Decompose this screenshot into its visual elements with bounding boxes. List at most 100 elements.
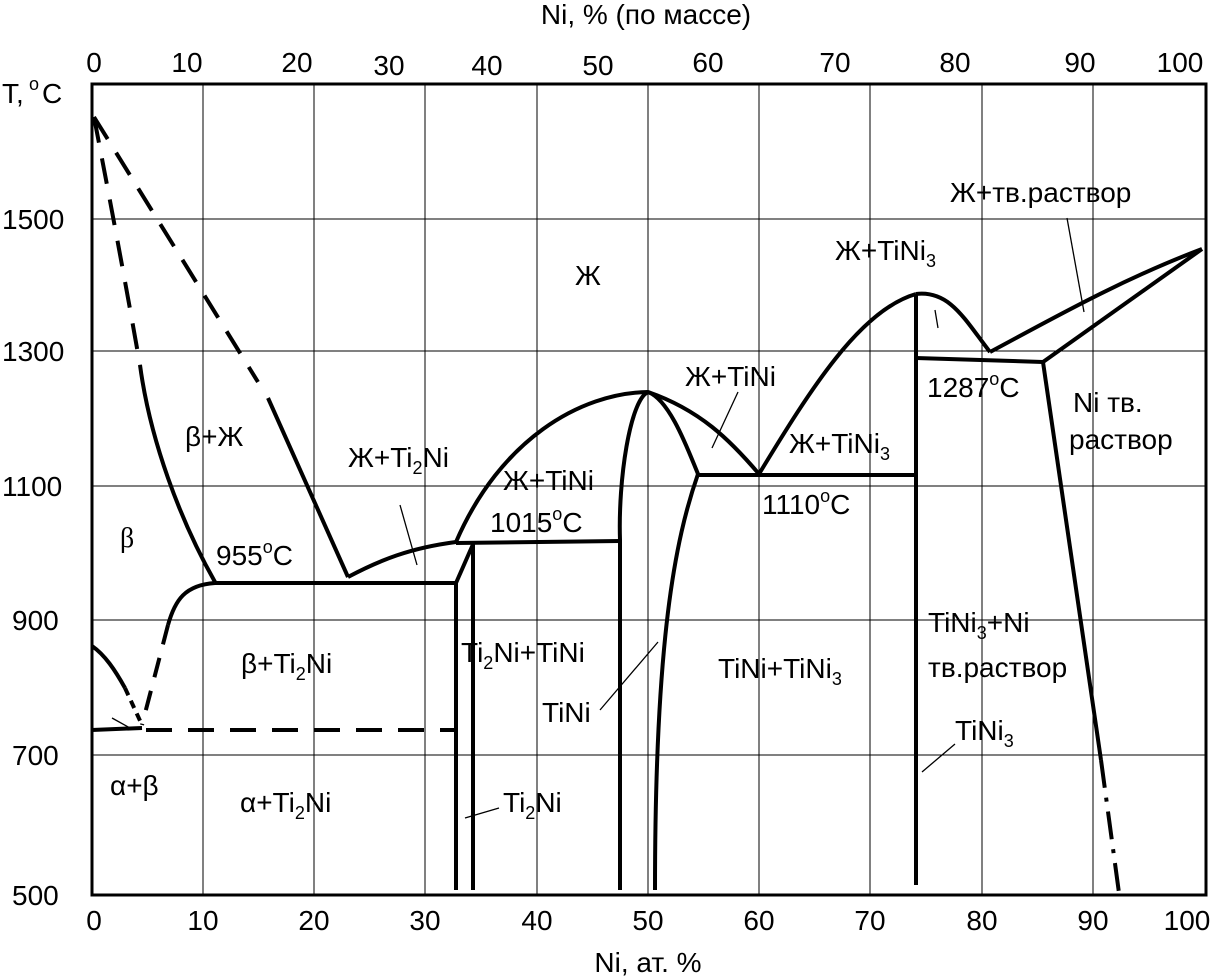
peritectic-1015: [455, 539, 621, 545]
top-tick-10: 10: [171, 47, 202, 78]
region-alpha-ti2ni-sub: 2: [295, 803, 305, 823]
region-liq-tini3-lower: Ж+TiNi3: [789, 428, 890, 464]
region-tini3-ni-line1-a: TiNi: [928, 607, 977, 638]
tini-right-solidus-upper: [647, 390, 700, 475]
temp-955-deg: o: [263, 537, 273, 557]
phase-boundaries: [90, 115, 1204, 894]
top-tick-40: 40: [471, 50, 502, 81]
solvus-ni-solid: [1041, 361, 1103, 761]
bottom-tick-0: 0: [86, 905, 102, 936]
region-ti2ni-label-b: Ni: [535, 787, 561, 818]
axis-top-title: Ni, % (по массе): [541, 0, 751, 30]
bottom-tick-20: 20: [298, 905, 329, 936]
region-alpha-ti2ni-a: α+Ti: [240, 787, 295, 818]
leader-tini: [599, 641, 659, 711]
region-tini3-label-sub: 3: [1004, 731, 1014, 751]
temp-1110-deg: o: [820, 486, 830, 506]
top-tick-60: 60: [692, 47, 723, 78]
region-ti2ni-label-a: Ti: [503, 787, 525, 818]
region-liq-ti2ni-b: Ni: [423, 442, 449, 473]
leader-liq-tini-right: [711, 391, 739, 449]
temp-1287-num: 1287: [927, 372, 989, 403]
solidus-beta-solid: [138, 364, 217, 583]
temp-1110-num: 1110: [762, 489, 820, 520]
region-beta-liquid: β+Ж: [185, 421, 243, 452]
temp-1015-deg: o: [552, 504, 562, 524]
region-liquid: Ж: [575, 260, 601, 291]
solidus-ni: [1041, 247, 1204, 364]
temp-1287: 1287oC: [927, 369, 1020, 403]
leader-liq-ti2ni: [399, 504, 418, 566]
tini-right-solidus-lower: [653, 473, 700, 891]
left-tick-1500: 1500: [2, 204, 64, 235]
region-ti2ni-label: Ti2Ni: [503, 787, 562, 823]
top-tick-0: 0: [86, 47, 102, 78]
leader-tini3: [921, 743, 956, 773]
liquidus-tini3-left: [757, 292, 917, 476]
region-liq-tini3-upper-sub: 3: [926, 251, 936, 271]
axis-bottom-title: Ni, ат. %: [594, 947, 701, 978]
region-liq-tini3-upper-a: Ж+TiNi: [835, 235, 926, 266]
bottom-tick-50: 50: [632, 905, 663, 936]
region-tini3-label-a: TiNi: [955, 715, 1004, 746]
region-liq-tini3-lower-a: Ж+TiNi: [789, 428, 880, 459]
bottom-tick-30: 30: [409, 905, 440, 936]
left-tick-700: 700: [12, 740, 59, 771]
top-tick-30: 30: [373, 50, 404, 81]
leader-liq-solid: [1066, 217, 1085, 313]
leader-lines: [111, 217, 1085, 819]
liquidus-ni: [989, 247, 1203, 354]
liquidus-tini-right: [647, 390, 761, 476]
temp-955-num: 955: [216, 540, 263, 571]
top-tick-20: 20: [281, 47, 312, 78]
region-tini3-label: TiNi3: [955, 715, 1014, 751]
region-liq-tini-right: Ж+TiNi: [685, 361, 776, 392]
region-alpha-ti2ni-b: Ni: [305, 787, 331, 818]
region-ti2ni-tini-b: Ni+TiNi: [493, 637, 585, 668]
region-liq-tini3-upper: Ж+TiNi3: [835, 235, 936, 271]
left-ticks: 1500 1300 1100 900 700 500: [2, 204, 64, 911]
top-tick-80: 80: [939, 47, 970, 78]
top-tick-90: 90: [1064, 47, 1095, 78]
axis-left-title-unit: C: [42, 78, 62, 109]
region-beta-ti2ni-sub: 2: [296, 664, 306, 684]
bottom-tick-80: 80: [966, 905, 997, 936]
top-tick-50: 50: [582, 50, 613, 81]
region-tini3-ni-line1-sub: 3: [977, 623, 987, 643]
tini-left-solidus: [617, 390, 650, 890]
region-liq-tini3-lower-sub: 3: [880, 444, 890, 464]
bottom-tick-60: 60: [743, 905, 774, 936]
region-ti2ni-label-sub: 2: [525, 803, 535, 823]
temp-1015: 1015oC: [490, 504, 583, 538]
alpha-boundary-solid: [90, 644, 127, 689]
top-tick-100: 100: [1157, 47, 1204, 78]
region-alpha-beta: α+β: [110, 770, 159, 801]
region-tini3-ni-line2: тв.раствор: [928, 652, 1067, 683]
region-beta-ti2ni-b: Ni: [306, 648, 332, 679]
region-tini3-ni-line1-b: +Ni: [987, 607, 1030, 638]
leader-ti2ni: [464, 807, 500, 819]
liquidus-tini-left: [454, 390, 649, 543]
liquidus-ti-dashed: [92, 115, 260, 384]
region-tini-tini3-a: TiNi+TiNi: [718, 653, 832, 684]
axis-left-title: T, o C: [2, 74, 62, 109]
region-beta-ti2ni-a: β+Ti: [241, 648, 296, 679]
axis-left-title-deg: o: [29, 74, 39, 94]
region-liq-tini-left: Ж+TiNi: [503, 465, 594, 496]
eutectoid-left: [91, 726, 143, 732]
bottom-ticks: 0 10 20 30 40 50 60 70 80 90 100: [86, 905, 1210, 936]
region-alpha-ti2ni: α+Ti2Ni: [240, 787, 331, 823]
temp-1110-unit: C: [830, 489, 850, 520]
eutectic-1287: [915, 356, 1044, 364]
region-tini-tini3-sub: 3: [832, 669, 842, 689]
leader-alpha-beta: [111, 717, 131, 729]
alpha-boundary-dashdot: [123, 687, 144, 726]
temp-1110: 1110oC: [762, 486, 850, 520]
temp-955: 955oC: [216, 537, 293, 571]
bottom-tick-70: 70: [854, 905, 885, 936]
temp-955-unit: C: [273, 540, 293, 571]
liquidus-ti-solid: [266, 397, 350, 578]
solidus-beta-dashed: [92, 116, 142, 366]
